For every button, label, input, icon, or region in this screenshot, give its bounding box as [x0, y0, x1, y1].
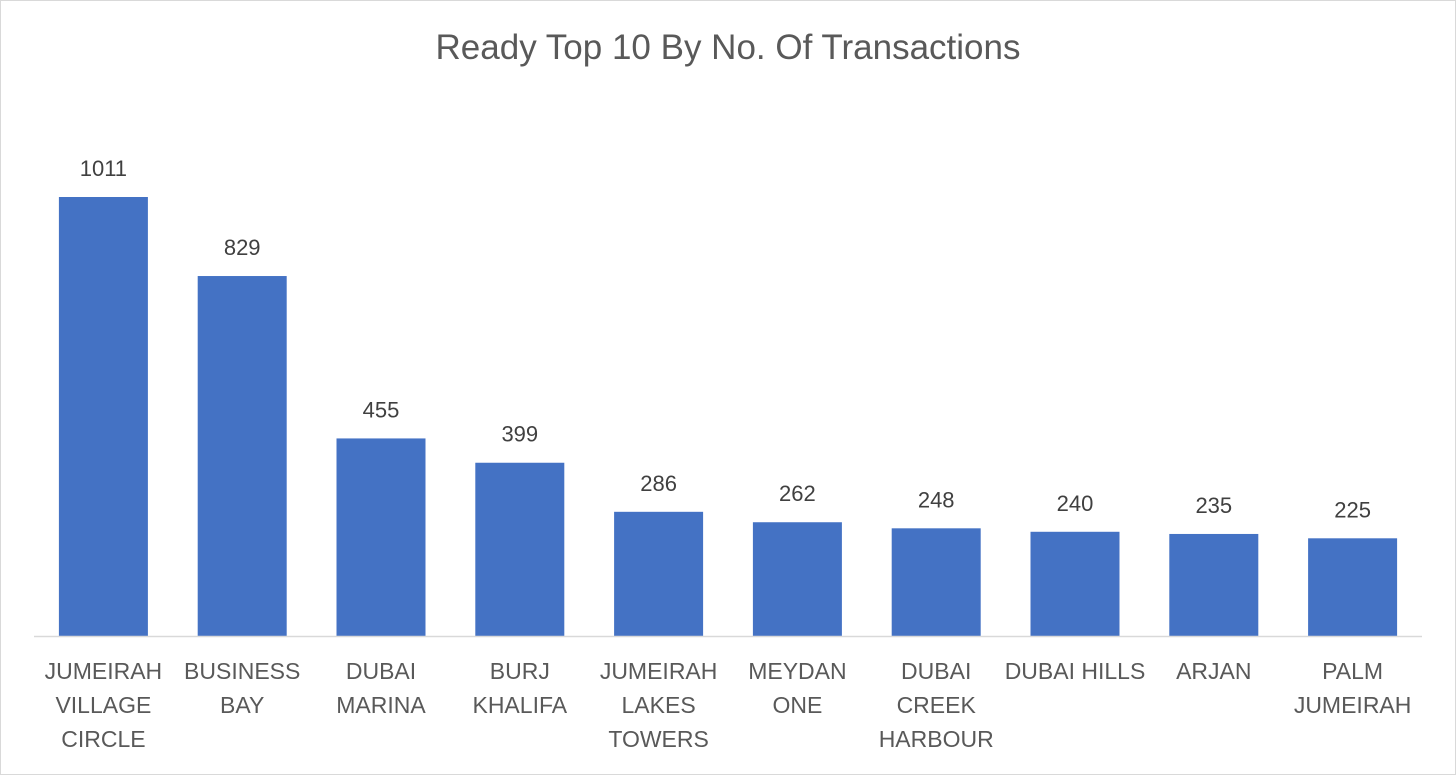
bar-9 [1169, 533, 1259, 636]
category-label-line: CIRCLE [61, 726, 145, 752]
category-label-line: BAY [220, 692, 264, 718]
value-label-8: 240 [1057, 491, 1094, 516]
category-label-line: BURJ [490, 658, 550, 684]
bar-5 [614, 511, 704, 636]
category-label-10: PALM JUMEIRAH [1294, 658, 1412, 718]
value-label-5: 286 [640, 471, 677, 496]
value-label-1: 1011 [80, 156, 127, 181]
category-label-line: ONE [772, 692, 822, 718]
category-label-5: JUMEIRAH LAKES TOWERS [600, 658, 718, 752]
category-labels-group: JUMEIRAH VILLAGE CIRCLE BUSINESS BAY DUBAI MAR… [45, 658, 1412, 752]
value-label-4: 399 [501, 422, 538, 447]
category-label-8: DUBAI HILLS [1005, 658, 1146, 684]
value-label-3: 455 [363, 397, 400, 422]
category-label-line: MEYDAN [748, 658, 846, 684]
bar-10 [1308, 538, 1398, 636]
category-label-line: TOWERS [608, 726, 709, 752]
category-label-line: VILLAGE [55, 692, 151, 718]
category-label-9: ARJAN [1176, 658, 1251, 684]
category-label-line: MARINA [336, 692, 426, 718]
value-label-10: 225 [1334, 497, 1371, 522]
category-label-line: KHALIFA [472, 692, 567, 718]
value-label-6: 262 [779, 481, 816, 506]
category-label-line: HARBOUR [879, 726, 994, 752]
category-label-line: LAKES [622, 692, 696, 718]
value-label-7: 248 [918, 487, 955, 512]
value-labels-group: 1011 829 455 399 286 262 248 240 235 225 [80, 156, 1371, 522]
category-label-line: JUMEIRAH [1294, 692, 1412, 718]
category-label-line: JUMEIRAH [600, 658, 718, 684]
bar-2 [197, 276, 287, 636]
category-label-line: DUBAI HILLS [1005, 658, 1146, 684]
bar-7 [891, 528, 981, 636]
category-label-line: DUBAI [346, 658, 416, 684]
value-label-2: 829 [224, 235, 261, 260]
bar-8 [1030, 531, 1120, 636]
category-label-line: BUSINESS [184, 658, 300, 684]
category-label-7: DUBAI CREEK HARBOUR [879, 658, 994, 752]
category-label-line: CREEK [897, 692, 977, 718]
category-label-4: BURJ KHALIFA [472, 658, 567, 718]
bar-1 [58, 197, 148, 636]
category-label-line: DUBAI [901, 658, 971, 684]
category-label-6: MEYDAN ONE [748, 658, 846, 718]
category-label-2: BUSINESS BAY [184, 658, 300, 718]
category-label-line: JUMEIRAH [45, 658, 163, 684]
category-label-1: JUMEIRAH VILLAGE CIRCLE [45, 658, 163, 752]
bar-4 [475, 462, 565, 636]
bars-group [58, 197, 1398, 636]
bar-6 [752, 522, 842, 636]
category-label-3: DUBAI MARINA [336, 658, 426, 718]
bar-3 [336, 438, 426, 636]
category-label-line: PALM [1322, 658, 1383, 684]
value-label-9: 235 [1195, 493, 1232, 518]
chart-title: Ready Top 10 By No. Of Transactions [435, 28, 1021, 67]
category-label-line: ARJAN [1176, 658, 1251, 684]
